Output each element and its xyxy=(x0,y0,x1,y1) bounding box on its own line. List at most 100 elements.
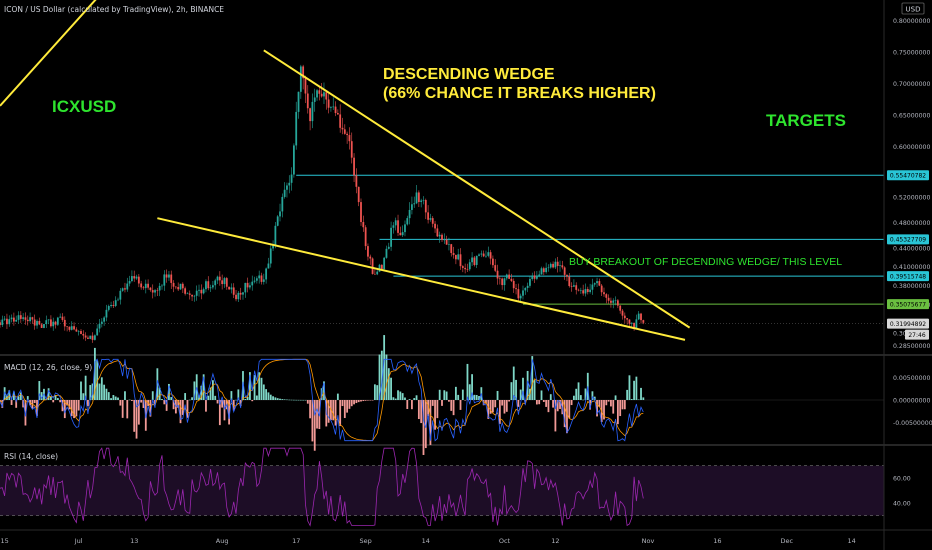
candle-body xyxy=(420,200,423,202)
candle-body xyxy=(165,274,168,278)
macd-histogram-bar xyxy=(371,400,374,401)
candle-body xyxy=(54,321,57,325)
candle-body xyxy=(475,255,478,265)
candle-body xyxy=(489,252,492,259)
candle-body xyxy=(380,264,383,270)
candle-body xyxy=(549,263,552,268)
candle-body xyxy=(529,279,531,286)
macd-histogram-bar xyxy=(487,400,490,419)
candle-body xyxy=(299,66,302,92)
candle-body xyxy=(249,285,251,288)
macd-histogram-bar xyxy=(535,400,538,405)
macd-histogram-bar xyxy=(10,400,13,405)
candle-body xyxy=(105,309,108,318)
candle-body xyxy=(434,223,436,229)
macd-histogram-bar xyxy=(505,400,508,412)
candle-body xyxy=(200,289,203,294)
candle-body xyxy=(19,315,22,319)
candle-body xyxy=(348,135,351,142)
candle-body xyxy=(36,321,38,326)
candle-body xyxy=(452,253,455,255)
wedge-upper-line[interactable] xyxy=(263,49,691,329)
candle-body xyxy=(77,331,80,332)
candle-body xyxy=(371,258,374,274)
candle-body xyxy=(616,300,619,306)
candle-body xyxy=(80,331,82,334)
candle-body xyxy=(512,280,515,289)
buy-level-badge[interactable] xyxy=(887,299,929,310)
macd-histogram-bar xyxy=(538,400,541,405)
candle-body xyxy=(170,274,173,283)
candle-body xyxy=(552,263,554,268)
macd-histogram-bar xyxy=(422,400,425,455)
candle-body xyxy=(343,129,346,134)
candle-body xyxy=(286,185,288,190)
macd-histogram-bar xyxy=(288,399,291,401)
target-1-badge[interactable] xyxy=(887,170,929,181)
macd-histogram-bar xyxy=(66,400,69,406)
candle-body xyxy=(628,319,631,324)
wedge-lower-line[interactable] xyxy=(157,217,686,341)
candle-body xyxy=(554,261,557,268)
rsi-indicator xyxy=(0,447,884,527)
candle-body xyxy=(568,276,571,287)
macd-histogram-bar xyxy=(207,395,210,400)
macd-histogram-bar xyxy=(38,381,41,400)
candle-body xyxy=(457,254,460,260)
candle-body xyxy=(441,234,443,241)
candle-body xyxy=(503,278,506,286)
target-3-badge[interactable] xyxy=(887,271,929,282)
candle-body xyxy=(378,264,381,272)
macd-histogram-bar xyxy=(52,400,55,403)
macd-histogram-bar xyxy=(510,382,513,400)
macd-tick-label: -0.00500000 xyxy=(893,420,932,427)
candle-body xyxy=(59,316,62,318)
target-2-badge[interactable] xyxy=(887,234,929,245)
candle-body xyxy=(332,106,335,108)
candle-body xyxy=(288,182,291,186)
macd-histogram-bar xyxy=(311,400,314,442)
candle-body xyxy=(1,319,4,326)
macd-histogram-bar xyxy=(137,400,140,425)
upper-left-trendline[interactable] xyxy=(0,0,366,107)
candle-body xyxy=(353,157,355,176)
candle-body xyxy=(424,200,427,213)
macd-histogram-bar xyxy=(485,400,487,404)
macd-histogram-bar xyxy=(286,399,288,401)
price-axis[interactable]: 0.80000000 0.75000000 0.70000000 0.65000000… xyxy=(883,0,932,550)
rsi-line xyxy=(0,447,644,527)
macd-histogram-bar xyxy=(40,392,43,400)
macd-histogram-bar xyxy=(80,381,82,400)
candle-body xyxy=(50,319,52,327)
macd-histogram-bar xyxy=(313,400,316,451)
candle-body xyxy=(411,204,413,210)
candle-body xyxy=(174,286,177,288)
candle-body xyxy=(445,239,448,245)
currency-badge[interactable] xyxy=(901,2,925,15)
candle-body xyxy=(73,326,75,330)
macd-histogram-bar xyxy=(121,400,124,418)
time-axis[interactable]: 15 Jul 13 Aug 17 Sep 14 Oct 12 Nov 16 Dec 14 xyxy=(0,537,855,545)
macd-histogram-bar xyxy=(73,400,75,419)
macd-histogram-bar xyxy=(596,400,598,417)
macd-histogram-bar xyxy=(299,399,302,401)
candles xyxy=(0,64,645,343)
macd-histogram-bar xyxy=(177,400,180,408)
candle-body xyxy=(346,133,349,136)
macd-histogram-bar xyxy=(343,400,346,419)
candle-body xyxy=(369,256,372,259)
macd-histogram-bar xyxy=(637,399,640,400)
macd-histogram-bar xyxy=(387,368,390,400)
macd-histogram-bar xyxy=(304,399,307,401)
macd-histogram-bar xyxy=(89,385,92,400)
target-levels xyxy=(0,174,884,325)
macd-histogram-bar xyxy=(133,400,136,432)
macd-histogram-bar xyxy=(411,400,413,410)
macd-histogram-bar xyxy=(348,400,351,409)
candle-body xyxy=(323,92,325,97)
macd-histogram-bar xyxy=(579,395,582,400)
candle-body xyxy=(357,186,360,203)
candle-body xyxy=(163,274,166,286)
macd-histogram-bar xyxy=(82,393,85,400)
macd-histogram-bar xyxy=(492,400,494,413)
